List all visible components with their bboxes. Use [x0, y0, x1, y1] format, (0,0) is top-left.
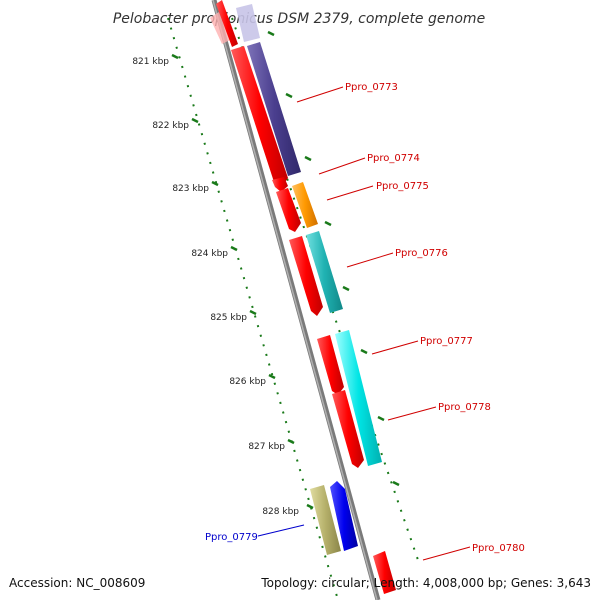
- gene-features: [247, 42, 382, 555]
- cds-top-red: [216, 0, 238, 47]
- label-leaders: [257, 86, 471, 561]
- kbp-label-827: 827 kbp: [248, 442, 285, 452]
- kbp-label-825: 825 kbp: [210, 313, 247, 323]
- cds-ppro-0774: [272, 177, 288, 192]
- gene-label-ppro-0773: Ppro_0773: [345, 82, 398, 93]
- gene-ppro-0777: [335, 330, 382, 466]
- faded-cds-top: [210, 12, 230, 44]
- kbp-label-826: 826 kbp: [229, 377, 266, 387]
- kbp-label-828: 828 kbp: [262, 507, 299, 517]
- outer-major-ticks: [267, 30, 400, 487]
- accession-text: Accession: NC_008609: [9, 576, 146, 590]
- faded-gene-top-purple: [236, 4, 260, 42]
- gene-label-ppro-0779: Ppro_0779: [205, 532, 258, 543]
- map-title: Pelobacter propionicus DSM 2379, complet…: [113, 11, 485, 27]
- cds-ppro-0778: [332, 390, 364, 468]
- gene-ppro-0776: [306, 231, 343, 313]
- genome-backbone: [211, 0, 381, 600]
- kbp-label-824: 824 kbp: [191, 249, 228, 259]
- gene-label-ppro-0780: Ppro_0780: [472, 543, 525, 554]
- gene-ppro-0773: [247, 42, 301, 176]
- kbp-label-823: 823 kbp: [172, 184, 209, 194]
- genome-summary-text: Topology: circular; Length: 4,008,000 bp…: [261, 576, 591, 590]
- gene-label-ppro-0776: Ppro_0776: [395, 248, 448, 259]
- gene-label-ppro-0777: Ppro_0777: [420, 336, 473, 347]
- cds-ppro-0775: [276, 188, 301, 232]
- gene-label-ppro-0774: Ppro_0774: [367, 153, 420, 164]
- scale-labels: 821 kbp 822 kbp 823 kbp 824 kbp 825 kbp …: [132, 57, 299, 517]
- genome-backbone-highlight: [212, 0, 378, 600]
- inner-scale-track: [167, 17, 339, 600]
- cds-ppro-0773: [231, 46, 288, 186]
- kbp-label-821: 821 kbp: [132, 57, 169, 67]
- cds-ppro-0780: [373, 551, 396, 594]
- gene-ppro-0775: [292, 182, 318, 228]
- cds-features: [231, 46, 396, 594]
- kbp-label-822: 822 kbp: [152, 121, 189, 131]
- cds-ppro-0779: [330, 481, 358, 551]
- gene-labels: Ppro_0773 Ppro_0774 Ppro_0775 Ppro_0776 …: [205, 82, 525, 554]
- cds-ppro-0777: [317, 335, 344, 395]
- cds-ppro-0776: [289, 236, 323, 316]
- inner-major-ticks: [171, 53, 314, 510]
- gene-label-ppro-0778: Ppro_0778: [438, 402, 491, 413]
- gene-label-ppro-0775: Ppro_0775: [376, 181, 429, 192]
- gene-ppro-0779-khaki: [310, 485, 341, 555]
